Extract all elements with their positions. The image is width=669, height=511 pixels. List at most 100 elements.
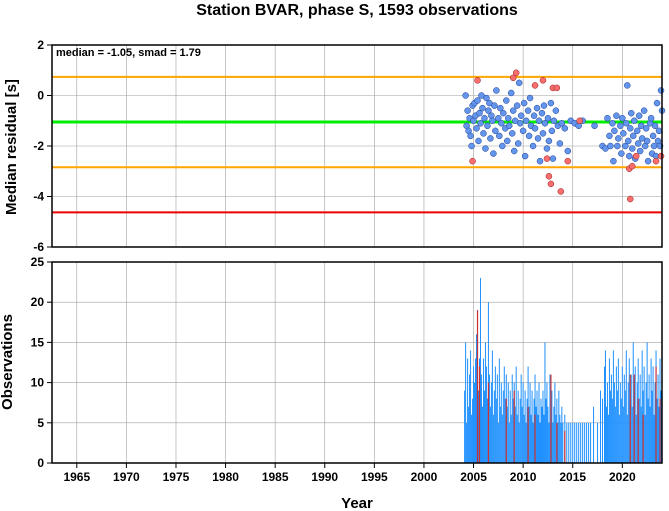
observation-bar xyxy=(561,406,563,463)
observation-bar xyxy=(551,390,553,463)
residual-point xyxy=(626,152,633,160)
residual-point xyxy=(613,112,620,119)
observation-bar xyxy=(582,422,584,463)
residual-y-tick-label: 2 xyxy=(37,38,44,52)
observation-bar xyxy=(533,398,535,463)
observations-y-tick-label: 0 xyxy=(37,456,44,470)
observations-frame xyxy=(51,261,663,464)
observation-bar xyxy=(620,398,622,463)
observation-bar xyxy=(622,406,624,463)
observation-bar xyxy=(636,382,638,463)
outlier-point xyxy=(543,155,551,162)
outlier-bar xyxy=(505,398,507,463)
observation-bar xyxy=(630,374,632,463)
observation-bar xyxy=(649,406,651,463)
residual-point xyxy=(474,97,481,104)
residual-point xyxy=(525,132,533,140)
observation-bar xyxy=(540,398,542,463)
residual-y-tick-label: 0 xyxy=(37,89,44,103)
observation-bar xyxy=(469,374,471,463)
observation-bar xyxy=(494,366,496,463)
observation-bar xyxy=(522,382,524,463)
residual-point xyxy=(636,147,644,155)
outlier-bar xyxy=(629,374,631,463)
residual-point xyxy=(515,79,523,87)
residual-point xyxy=(513,102,521,109)
observation-bar xyxy=(612,350,614,463)
observation-bar xyxy=(555,414,557,463)
observations-panel: 0 5 10 15 20 25 1965 1970 1975 1980 1985 1990 1995 2… xyxy=(0,255,663,511)
observation-bar xyxy=(501,414,503,463)
residual-point xyxy=(526,94,534,102)
residual-point xyxy=(628,145,636,152)
outlier-bar xyxy=(487,382,490,463)
observation-bar xyxy=(498,358,500,463)
observation-bar xyxy=(491,350,493,463)
residual-point xyxy=(508,130,516,137)
observation-bar xyxy=(660,390,662,463)
outlier-point xyxy=(512,69,520,77)
observation-bar xyxy=(531,390,533,463)
residual-point xyxy=(538,109,546,117)
observations-y-tick-label: 20 xyxy=(31,295,45,309)
residual-point xyxy=(507,89,515,97)
observation-bar xyxy=(560,422,562,463)
observation-bar xyxy=(484,342,486,463)
outlier-point xyxy=(547,180,555,188)
observation-bar xyxy=(597,422,599,463)
observation-bar xyxy=(554,382,556,463)
residual-point xyxy=(634,140,642,147)
observation-bar xyxy=(646,342,648,463)
observation-bar xyxy=(547,406,549,463)
residual-point xyxy=(475,137,482,145)
observation-bar xyxy=(584,422,586,463)
residual-point xyxy=(487,135,494,142)
outlier-bar xyxy=(476,310,479,463)
residual-point xyxy=(505,114,512,122)
observation-bar xyxy=(652,366,654,463)
outlier-bar xyxy=(655,366,657,463)
residual-point xyxy=(482,145,489,152)
residual-point xyxy=(509,107,517,114)
observations-y-ticks: 0 5 10 15 20 25 xyxy=(31,255,52,470)
observation-bar xyxy=(653,414,655,463)
residual-point xyxy=(534,135,542,142)
outlier-bar xyxy=(550,374,552,463)
residual-point xyxy=(535,117,543,124)
observation-bar xyxy=(504,398,506,463)
residual-point xyxy=(647,114,655,122)
observation-bar xyxy=(464,390,466,463)
residual-y-tick-label: -2 xyxy=(33,139,44,153)
observation-bar xyxy=(515,366,517,463)
residual-point xyxy=(496,132,503,140)
observation-bar xyxy=(610,374,612,463)
outlier-point xyxy=(531,82,539,89)
observation-bar xyxy=(507,382,509,463)
observation-bar xyxy=(626,414,628,463)
observations-y-tick-label: 15 xyxy=(31,335,45,349)
observation-bar xyxy=(656,398,658,463)
outlier-bar xyxy=(642,414,644,463)
observation-bar xyxy=(485,366,487,463)
residual-point xyxy=(620,130,627,137)
observation-bar xyxy=(600,390,602,463)
outlier-point xyxy=(657,152,665,160)
observation-bar xyxy=(559,414,561,463)
observation-bar xyxy=(640,406,642,463)
observation-bar xyxy=(621,366,623,463)
residual-point xyxy=(556,140,564,147)
observation-bar xyxy=(614,406,616,463)
residual-point xyxy=(484,122,491,130)
observation-bar xyxy=(552,422,554,463)
observation-bar xyxy=(475,358,477,463)
observation-bar xyxy=(593,406,595,463)
median-smad-annotation: median = -1.05, smad = 1.79 xyxy=(56,47,201,59)
year-tick-label: 2020 xyxy=(609,470,636,484)
observation-bar xyxy=(521,406,523,463)
observation-bar xyxy=(509,390,511,463)
residual-point xyxy=(480,130,487,137)
residual-point xyxy=(473,125,480,132)
observation-bar xyxy=(549,374,551,463)
observation-bar xyxy=(523,414,525,463)
observation-bar xyxy=(524,390,526,463)
